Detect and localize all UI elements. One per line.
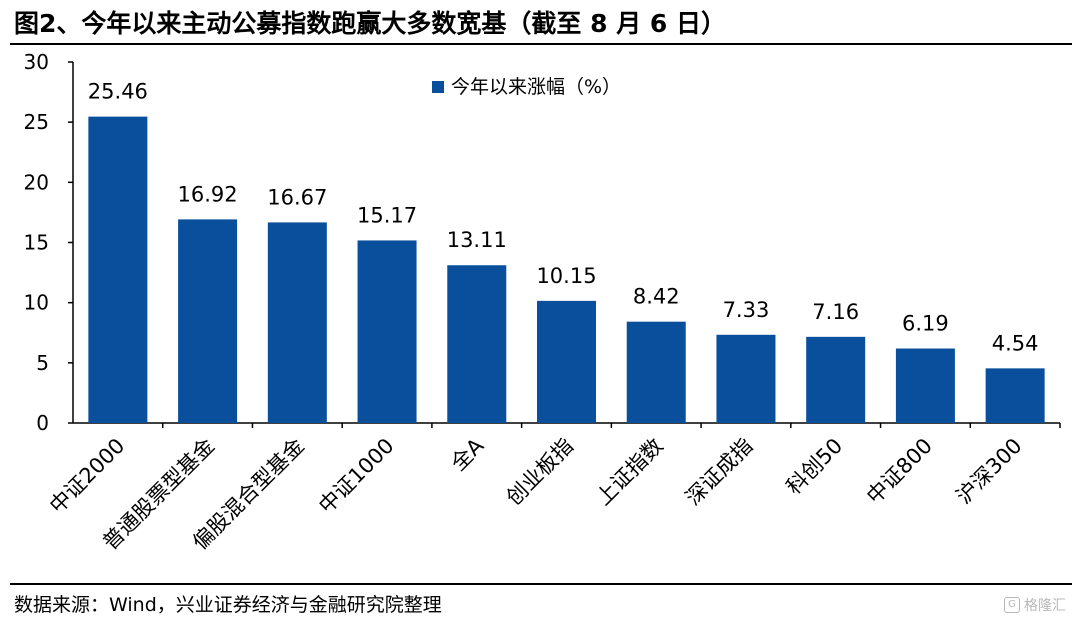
watermark-logo-icon: G xyxy=(1004,597,1020,613)
x-category-label: 上证指数 xyxy=(591,434,667,510)
top-rule xyxy=(10,43,1072,45)
watermark-text: 格隆汇 xyxy=(1024,598,1066,614)
data-label: 16.92 xyxy=(178,182,238,206)
x-category-label: 全A xyxy=(446,433,488,475)
data-label: 25.46 xyxy=(88,80,148,104)
bar xyxy=(447,265,507,423)
data-label: 10.15 xyxy=(536,264,596,288)
data-label: 4.54 xyxy=(992,331,1039,355)
data-label: 7.33 xyxy=(723,298,770,322)
data-label: 8.42 xyxy=(633,285,680,309)
bar xyxy=(985,368,1045,423)
watermark: G 格隆汇 xyxy=(1004,595,1066,615)
y-tick-label: 10 xyxy=(24,291,49,315)
source-note: 数据来源：Wind，兴业证券经济与金融研究院整理 xyxy=(14,594,442,616)
bar xyxy=(357,240,417,423)
bar-chart: 05101520253025.46中证200016.92普通股票型基金16.67… xyxy=(24,50,1061,554)
bar xyxy=(537,300,596,423)
x-category-label: 中证800 xyxy=(862,434,937,509)
x-category-label: 科创50 xyxy=(782,434,848,500)
x-category-label: 深证成指 xyxy=(681,434,757,510)
y-tick-label: 15 xyxy=(24,231,49,255)
y-tick-label: 5 xyxy=(36,351,49,375)
y-tick-label: 25 xyxy=(24,110,49,134)
data-label: 13.11 xyxy=(447,228,507,252)
bar xyxy=(895,348,955,423)
bottom-rule xyxy=(10,583,1072,585)
x-category-label: 中证1000 xyxy=(314,434,398,518)
legend-swatch xyxy=(432,81,444,93)
data-label: 16.67 xyxy=(267,185,327,209)
data-label: 15.17 xyxy=(357,203,417,227)
data-label: 7.16 xyxy=(812,300,859,324)
y-tick-label: 20 xyxy=(24,170,49,194)
legend-label: 今年以来涨幅（%） xyxy=(451,76,621,98)
x-category-label: 沪深300 xyxy=(952,434,1027,509)
x-category-label: 中证2000 xyxy=(45,434,129,518)
bar xyxy=(626,321,686,423)
bar xyxy=(88,116,148,423)
bar xyxy=(267,222,327,423)
bar xyxy=(806,336,866,423)
bar xyxy=(178,219,238,423)
chart-title: 图2、今年以来主动公募指数跑赢大多数宽基（截至 8 月 6 日） xyxy=(14,9,727,38)
y-tick-label: 30 xyxy=(24,50,49,74)
x-category-label: 创业板指 xyxy=(502,434,578,510)
bar xyxy=(716,334,776,423)
y-tick-label: 0 xyxy=(36,411,49,435)
data-label: 6.19 xyxy=(902,312,949,336)
